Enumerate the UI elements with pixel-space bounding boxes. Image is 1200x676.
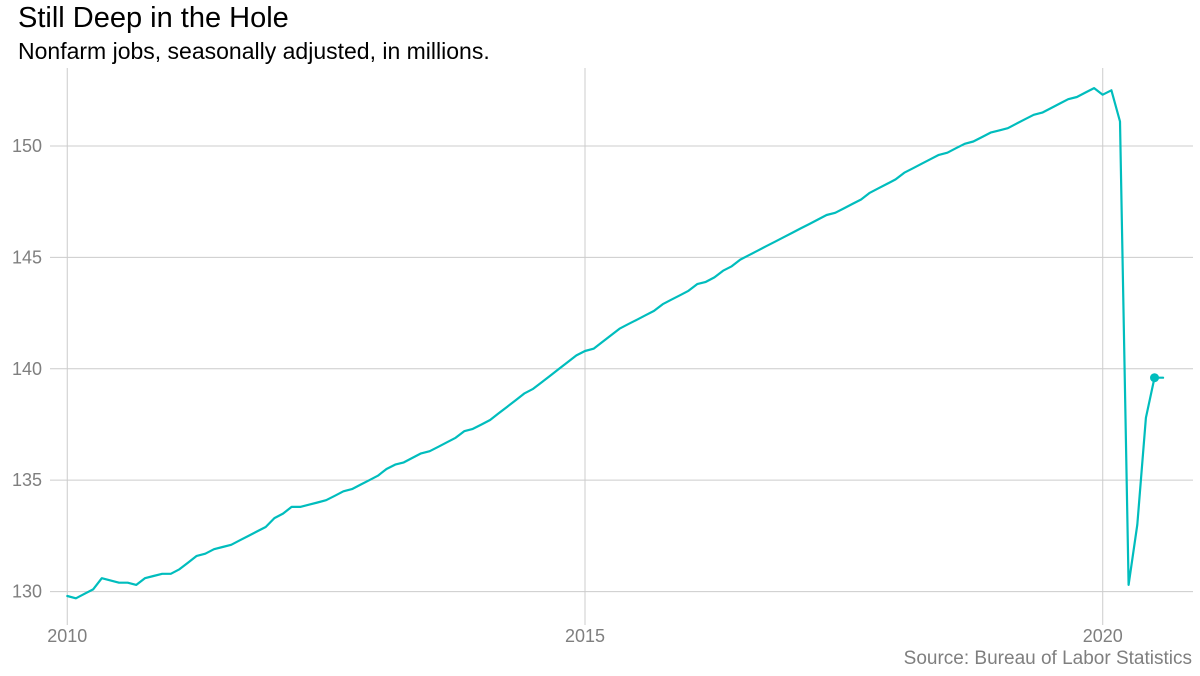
chart-subtitle: Nonfarm jobs, seasonally adjusted, in mi… — [18, 38, 490, 64]
series-line — [66, 86, 1165, 600]
x-tick-label: 2020 — [1083, 626, 1123, 646]
x-gridlines — [66, 68, 1104, 625]
y-gridlines — [50, 145, 1193, 593]
y-tick-label: 130 — [12, 582, 42, 602]
series-layer — [66, 86, 1165, 600]
y-tick-label: 145 — [12, 247, 42, 267]
x-tick-label: 2015 — [565, 626, 605, 646]
x-tick-label: 2010 — [47, 626, 87, 646]
y-axis-labels: 130 135 140 145 150 — [12, 136, 42, 602]
source-caption: Source: Bureau of Labor Statistics — [903, 648, 1192, 669]
chart-title: Still Deep in the Hole — [18, 2, 289, 34]
y-tick-label: 150 — [12, 136, 42, 156]
x-axis-labels: 2010 2015 2020 — [47, 626, 1123, 646]
y-tick-label: 140 — [12, 359, 42, 379]
y-tick-label: 135 — [12, 470, 42, 490]
latest-point-marker — [1150, 373, 1160, 383]
